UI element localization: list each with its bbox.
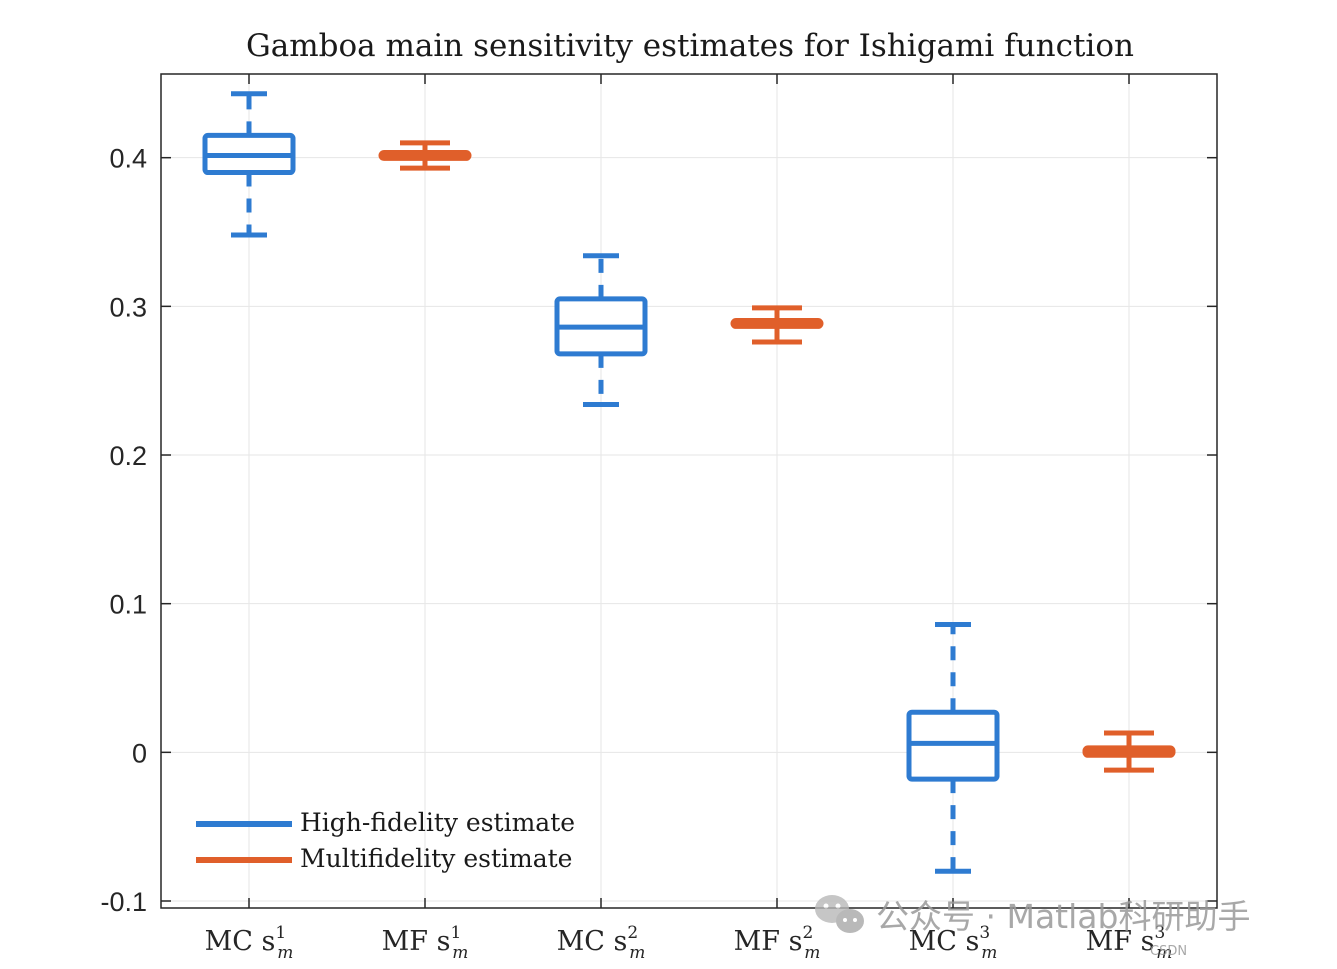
x-tick-label: MC s3 m [909, 923, 998, 963]
box-high-fidelity [202, 91, 296, 238]
plot-area [161, 74, 1217, 908]
watermark: 公众号 · Matlab科研助手 CSDN [815, 895, 1250, 959]
y-tick-label: -0.1 [100, 887, 147, 917]
y-tick-label: 0 [132, 738, 147, 768]
box-multifidelity [378, 140, 472, 171]
y-tick-label: 0.3 [109, 292, 147, 322]
box-high-fidelity [906, 621, 1000, 874]
x-tick-label: MC s1 m [205, 923, 294, 963]
axis-ticks [161, 74, 1217, 908]
legend: High-fidelity estimate Multifidelity est… [196, 808, 575, 873]
wechat-icon [815, 895, 864, 933]
box-high-fidelity [554, 253, 648, 407]
legend-label-multifidelity: Multifidelity estimate [300, 844, 572, 873]
x-tick-label: MF s3 m [1086, 923, 1173, 963]
y-tick-label: 0.4 [109, 144, 147, 174]
y-axis-tick-labels: -0.1 0 0.1 0.2 0.3 0.4 [100, 144, 147, 917]
legend-label-high-fidelity: High-fidelity estimate [300, 808, 575, 837]
x-axis-tick-labels: MC s1 m MF s1 m MC s2 m MF s2 m MC s3 m MF s3 m [205, 923, 1173, 963]
y-tick-label: 0.2 [109, 441, 147, 471]
x-tick-label: MF s2 m [734, 923, 821, 963]
plot-frame [160, 73, 1218, 909]
watermark-text: 公众号 · Matlab科研助手 [876, 897, 1250, 936]
x-tick-label: MC s2 m [557, 923, 646, 963]
chart-title: Gamboa main sensitivity estimates for Is… [246, 28, 1134, 64]
box-multifidelity [730, 305, 824, 345]
x-tick-label: MF s1 m [382, 923, 469, 963]
box-multifidelity [1082, 730, 1176, 773]
watermark-small: CSDN [1150, 944, 1187, 959]
boxplot-series [202, 91, 1176, 874]
y-tick-label: 0.1 [109, 590, 147, 620]
